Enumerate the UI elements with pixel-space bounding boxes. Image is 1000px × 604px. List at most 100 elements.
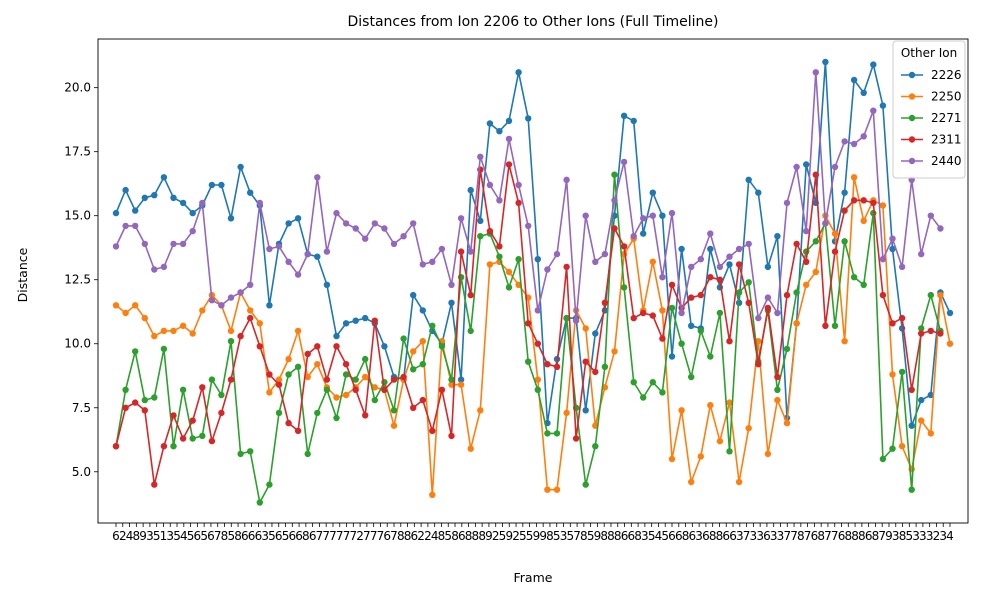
x-tick-label: 6	[295, 529, 303, 543]
x-tick-label: 7	[349, 529, 357, 543]
x-tick-label: 3	[777, 529, 785, 543]
data-point	[362, 235, 369, 242]
x-tick-label: 8	[709, 529, 717, 543]
data-point	[199, 307, 206, 314]
data-point	[783, 345, 791, 353]
data-point	[898, 368, 906, 376]
data-point	[908, 486, 915, 493]
data-point	[908, 422, 915, 429]
x-tick-label: 9	[533, 529, 541, 543]
data-point	[314, 253, 321, 260]
data-point	[122, 404, 129, 411]
data-point	[477, 233, 484, 240]
data-point	[505, 135, 513, 143]
x-tick-label: 6	[383, 529, 391, 543]
x-tick-label: 2	[417, 529, 425, 543]
x-tick-label: 5	[553, 529, 561, 543]
legend-entry: 2271	[901, 111, 962, 125]
data-point	[764, 450, 772, 458]
x-tick-label: 6	[207, 529, 215, 543]
data-point	[448, 376, 455, 383]
x-tick-label: 5	[227, 529, 235, 543]
data-point	[179, 199, 187, 207]
data-point	[496, 128, 503, 135]
series-2311	[112, 161, 944, 488]
data-point	[304, 350, 311, 358]
x-tick-label: 3	[695, 529, 703, 543]
x-tick-label: 3	[146, 529, 154, 543]
data-point	[563, 176, 570, 183]
data-point	[745, 299, 752, 306]
data-point	[620, 158, 628, 166]
x-tick-label: 5	[519, 529, 527, 543]
data-point	[822, 58, 829, 66]
data-point	[448, 299, 455, 306]
x-axis-label: Frame	[514, 570, 553, 585]
data-point	[918, 417, 925, 424]
data-point	[534, 256, 541, 263]
data-point	[505, 161, 513, 168]
data-point	[889, 320, 896, 327]
data-point	[774, 233, 781, 240]
data-point	[582, 325, 589, 332]
data-point	[831, 163, 839, 171]
data-point	[860, 89, 867, 97]
legend-label: 2226	[931, 68, 962, 82]
x-tick-label: 8	[404, 529, 412, 543]
data-point	[362, 412, 369, 419]
data-point	[735, 289, 743, 296]
data-point	[620, 243, 628, 250]
data-point	[381, 225, 388, 232]
data-point	[659, 389, 666, 396]
data-point	[889, 371, 896, 378]
data-point	[649, 258, 656, 265]
data-point	[419, 261, 426, 268]
data-point	[486, 261, 494, 268]
x-tick-label: 3	[261, 529, 269, 543]
data-point	[362, 355, 369, 363]
x-tick-label: 5	[905, 529, 913, 543]
data-point	[850, 140, 858, 148]
legend-label: 2440	[931, 154, 962, 168]
data-point	[735, 261, 743, 268]
x-tick-label: 5	[153, 529, 161, 543]
data-point	[151, 192, 158, 199]
data-point	[218, 302, 225, 309]
x-tick-label: 6	[288, 529, 296, 543]
data-point	[170, 327, 177, 335]
data-point	[247, 314, 254, 322]
x-tick-label: 5	[526, 529, 534, 543]
data-point	[160, 345, 168, 353]
data-point	[592, 368, 599, 376]
data-point	[668, 455, 676, 463]
data-point	[515, 181, 522, 189]
data-point	[381, 343, 388, 350]
data-point	[870, 61, 877, 68]
x-tick-label: 3	[926, 529, 934, 543]
data-point	[668, 281, 676, 288]
data-point	[870, 199, 877, 207]
data-point	[352, 317, 359, 324]
x-tick-label: 3	[919, 529, 927, 543]
data-point	[208, 297, 216, 304]
data-point	[879, 102, 887, 109]
data-point	[582, 358, 589, 365]
data-point	[525, 222, 532, 230]
data-point	[688, 294, 695, 301]
data-point	[266, 371, 273, 378]
data-point	[592, 258, 599, 265]
data-point	[889, 245, 896, 253]
data-point	[793, 163, 800, 171]
data-point	[803, 227, 810, 235]
x-tick-label: 5	[268, 529, 276, 543]
data-point	[275, 376, 283, 383]
x-tick-label: 7	[363, 529, 371, 543]
data-point	[707, 353, 714, 360]
data-point	[294, 215, 302, 222]
data-point	[342, 361, 350, 368]
data-point	[199, 384, 206, 391]
legend-title: Other Ion	[901, 46, 957, 60]
data-point	[122, 222, 129, 230]
data-point	[342, 220, 350, 227]
x-tick-label: 8	[858, 529, 866, 543]
